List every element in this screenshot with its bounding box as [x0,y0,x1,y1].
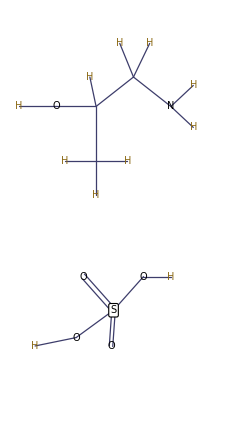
Text: H: H [15,102,22,111]
Text: H: H [92,190,100,200]
Text: H: H [61,156,69,166]
Text: H: H [31,341,39,351]
Text: O: O [140,272,147,282]
Text: H: H [123,156,131,166]
Text: H: H [116,38,123,48]
Text: O: O [107,341,115,351]
Text: H: H [86,72,93,82]
Text: S: S [110,305,117,315]
Text: H: H [146,38,153,48]
Text: O: O [72,332,80,343]
Text: H: H [190,80,197,91]
Text: H: H [190,122,197,132]
Text: H: H [167,272,175,282]
Text: O: O [80,272,87,282]
Text: N: N [167,102,175,111]
Text: O: O [52,102,60,111]
